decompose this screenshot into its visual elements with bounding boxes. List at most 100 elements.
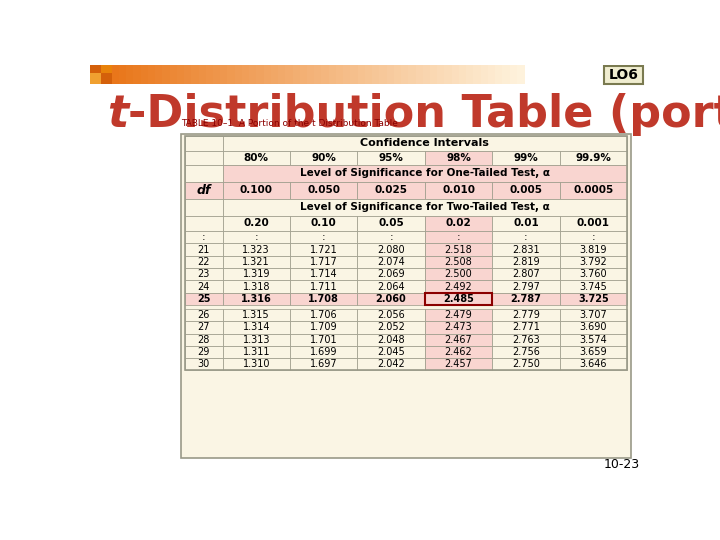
- Bar: [290, 182, 357, 199]
- Bar: [101, 73, 112, 84]
- Bar: [425, 215, 492, 231]
- Bar: [492, 358, 559, 370]
- Bar: [425, 244, 492, 256]
- Bar: [365, 65, 373, 84]
- Text: df: df: [197, 184, 211, 197]
- Bar: [222, 151, 290, 165]
- Bar: [290, 321, 357, 334]
- Text: 1.717: 1.717: [310, 257, 338, 267]
- Text: Level of Significance for One-Tailed Test, α: Level of Significance for One-Tailed Tes…: [300, 168, 550, 178]
- Bar: [222, 231, 290, 244]
- Text: TABLE 10–1  A Portion of the t Distribution Table: TABLE 10–1 A Portion of the t Distributi…: [181, 119, 398, 128]
- Bar: [199, 65, 207, 84]
- Text: 99%: 99%: [513, 153, 539, 163]
- Bar: [425, 358, 492, 370]
- Text: 1.706: 1.706: [310, 310, 338, 320]
- Text: 0.100: 0.100: [240, 185, 273, 195]
- Bar: [285, 65, 293, 84]
- Text: 80%: 80%: [244, 153, 269, 163]
- Bar: [357, 244, 425, 256]
- Text: 95%: 95%: [379, 153, 403, 163]
- Bar: [492, 231, 559, 244]
- Bar: [425, 346, 492, 358]
- Bar: [185, 199, 222, 215]
- Text: 29: 29: [198, 347, 210, 357]
- Text: 2.831: 2.831: [512, 245, 540, 254]
- Text: :: :: [322, 232, 325, 242]
- Bar: [222, 346, 290, 358]
- Text: :: :: [254, 232, 258, 242]
- Bar: [357, 309, 425, 321]
- Bar: [185, 321, 222, 334]
- Bar: [357, 268, 425, 280]
- Bar: [372, 65, 380, 84]
- Bar: [492, 244, 559, 256]
- Bar: [459, 65, 467, 84]
- Bar: [559, 215, 627, 231]
- Bar: [394, 65, 402, 84]
- Bar: [185, 215, 222, 231]
- Text: 0.050: 0.050: [307, 185, 340, 195]
- Text: :: :: [202, 232, 206, 242]
- Text: 21: 21: [198, 245, 210, 254]
- Bar: [222, 268, 290, 280]
- Text: 2.518: 2.518: [445, 245, 472, 254]
- Bar: [290, 268, 357, 280]
- Bar: [290, 256, 357, 268]
- Bar: [222, 309, 290, 321]
- Bar: [185, 309, 222, 321]
- Text: 0.20: 0.20: [243, 218, 269, 228]
- Bar: [425, 280, 492, 293]
- Text: 1.699: 1.699: [310, 347, 338, 357]
- Bar: [290, 151, 357, 165]
- Bar: [425, 231, 492, 244]
- Text: 2.473: 2.473: [445, 322, 472, 332]
- Bar: [559, 358, 627, 370]
- FancyBboxPatch shape: [604, 65, 642, 84]
- Bar: [492, 293, 559, 305]
- Text: 2.069: 2.069: [377, 269, 405, 279]
- Text: 0.10: 0.10: [311, 218, 336, 228]
- Bar: [290, 215, 357, 231]
- Bar: [492, 321, 559, 334]
- Text: 1.721: 1.721: [310, 245, 338, 254]
- Bar: [242, 65, 250, 84]
- Bar: [271, 65, 279, 84]
- Bar: [222, 358, 290, 370]
- Bar: [185, 346, 222, 358]
- Text: Confidence Intervals: Confidence Intervals: [361, 138, 489, 149]
- Bar: [425, 256, 492, 268]
- Bar: [222, 136, 627, 151]
- Text: 3.760: 3.760: [580, 269, 607, 279]
- Bar: [170, 65, 178, 84]
- Text: 2.779: 2.779: [512, 310, 540, 320]
- Bar: [222, 256, 290, 268]
- Bar: [133, 65, 141, 84]
- Text: 3.792: 3.792: [580, 257, 607, 267]
- Bar: [206, 65, 214, 84]
- Bar: [213, 65, 221, 84]
- Bar: [425, 309, 492, 321]
- Bar: [559, 151, 627, 165]
- Bar: [256, 65, 264, 84]
- Bar: [473, 65, 482, 84]
- Bar: [559, 293, 627, 305]
- Bar: [185, 244, 222, 256]
- Text: :: :: [390, 232, 393, 242]
- Bar: [264, 65, 271, 84]
- Bar: [425, 293, 492, 305]
- Text: 2.462: 2.462: [445, 347, 472, 357]
- Text: 1.323: 1.323: [243, 245, 270, 254]
- Bar: [415, 65, 423, 84]
- Bar: [329, 65, 337, 84]
- Bar: [559, 280, 627, 293]
- Bar: [155, 65, 163, 84]
- Bar: [379, 65, 387, 84]
- Text: 2.467: 2.467: [445, 335, 472, 345]
- Bar: [222, 334, 290, 346]
- Bar: [126, 65, 134, 84]
- Text: 1.708: 1.708: [308, 294, 339, 304]
- Bar: [481, 65, 489, 84]
- Bar: [559, 244, 627, 256]
- Text: 1.318: 1.318: [243, 281, 270, 292]
